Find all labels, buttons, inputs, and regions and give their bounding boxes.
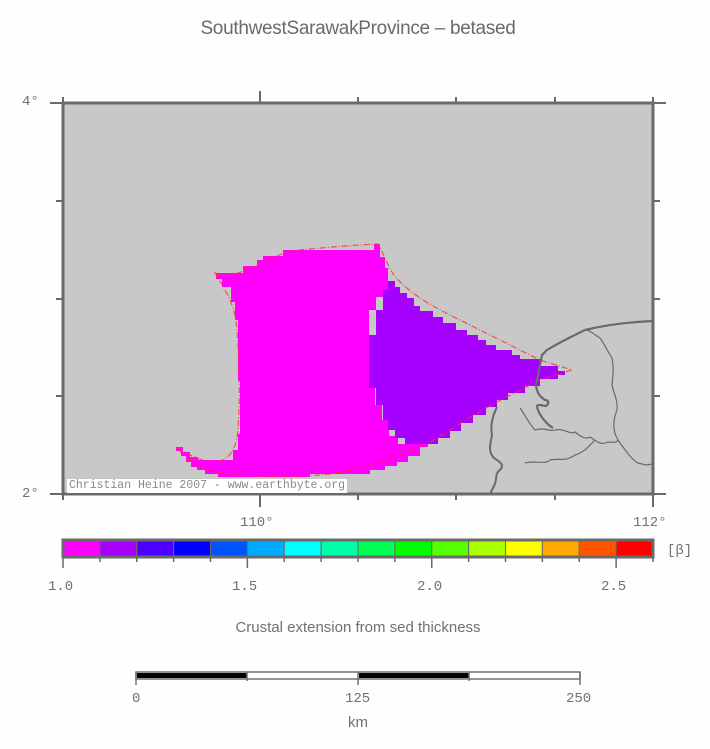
colorbar-tick-1-5: 1.5 <box>232 579 258 595</box>
scale-label-250: 250 <box>566 691 592 707</box>
colorbar-swatch <box>615 539 654 558</box>
lat-label-2: 2° <box>22 486 39 502</box>
scale-bar <box>135 671 581 685</box>
province-outline <box>175 243 575 478</box>
colorbar-swatch <box>394 539 433 558</box>
colorbar-swatch <box>62 539 101 558</box>
colorbar-swatch <box>283 539 322 558</box>
colorbar-swatch <box>210 539 248 558</box>
lon-label-110: 110° <box>240 515 274 531</box>
map-title: SouthwestSarawakProvince – betased <box>200 18 516 39</box>
colorbar-unit: [β] <box>667 543 693 559</box>
colorbar-swatch <box>505 539 543 558</box>
lat-label-4: 4° <box>22 94 39 110</box>
scale-unit: km <box>348 714 368 731</box>
colorbar-tick-2-0: 2.0 <box>417 579 443 595</box>
colorbar-swatch <box>468 539 506 558</box>
colorbar-swatch <box>431 539 470 558</box>
beta-region-1-0 <box>176 244 428 477</box>
colorbar-swatch <box>173 539 211 558</box>
colorbar-swatch <box>246 539 285 558</box>
colorbar-swatch <box>99 539 138 558</box>
beta-region-1-1 <box>369 281 565 444</box>
scale-label-0: 0 <box>132 691 141 707</box>
colorbar-swatch <box>320 539 359 558</box>
colorbar-tick-2-5: 2.5 <box>601 579 627 595</box>
colorbar-swatch <box>357 539 396 558</box>
colorbar-swatch <box>541 539 580 558</box>
colorbar-swatch <box>136 539 175 558</box>
lon-label-112: 112° <box>633 515 667 531</box>
scale-label-125: 125 <box>345 691 371 707</box>
frame-ticks <box>50 91 666 507</box>
colorbar-tick-1-0: 1.0 <box>48 579 74 595</box>
colorbar-swatch <box>578 539 617 558</box>
colorbar <box>61 538 655 568</box>
coastline <box>489 319 654 495</box>
colorbar-caption: Crustal extension from sed thickness <box>235 619 481 636</box>
credit-label: Christian Heine 2007 - www.earthbyte.org <box>67 479 348 493</box>
